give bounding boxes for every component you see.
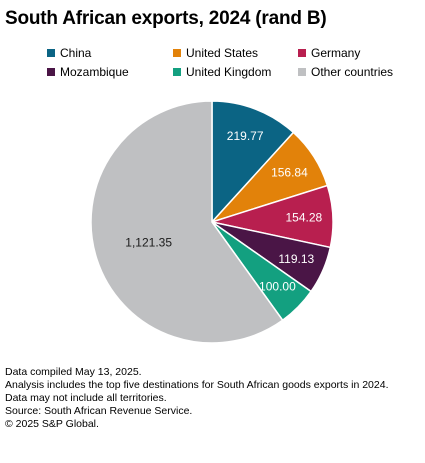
legend-item: Other countries bbox=[298, 65, 393, 79]
legend-item: United States bbox=[173, 46, 258, 60]
slice-value-label: 119.13 bbox=[278, 252, 314, 266]
legend-swatch bbox=[173, 49, 181, 57]
legend: China United States Germany Mozambique Unite… bbox=[0, 0, 425, 90]
note-territories: Data may not include all territories. bbox=[5, 392, 167, 404]
note-source: Source: South African Revenue Service. bbox=[5, 405, 193, 417]
slice-value-label: 1,121.35 bbox=[125, 235, 172, 249]
note-analysis: Analysis includes the top five destinati… bbox=[5, 379, 389, 391]
legend-swatch bbox=[47, 68, 55, 76]
legend-swatch bbox=[47, 49, 55, 57]
legend-item: Mozambique bbox=[47, 65, 129, 79]
pie-slice bbox=[211, 100, 295, 224]
legend-label: United States bbox=[186, 46, 259, 60]
legend-item: Germany bbox=[298, 46, 360, 60]
legend-label: Mozambique bbox=[60, 65, 129, 79]
legend-swatch bbox=[173, 68, 181, 76]
legend-swatch bbox=[298, 68, 306, 76]
footnotes: Data compiled May 13, 2025. Analysis inc… bbox=[5, 366, 415, 431]
slice-value-label: 100.00 bbox=[259, 280, 296, 294]
note-copyright: © 2025 S&P Global. bbox=[5, 418, 99, 430]
pie-slice bbox=[90, 100, 284, 344]
legend-label: Germany bbox=[311, 46, 361, 60]
slice-value-label: 219.77 bbox=[227, 129, 264, 143]
pie-chart: 219.77 156.84 154.28 119.13 100.00 1,121.35 bbox=[90, 100, 334, 344]
slice-value-label: 154.28 bbox=[286, 211, 323, 225]
legend-label: United Kingdom bbox=[186, 65, 272, 79]
legend-swatch bbox=[298, 49, 306, 57]
slice-value-label: 156.84 bbox=[271, 165, 308, 179]
legend-label: Other countries bbox=[311, 65, 394, 79]
chart-title: South African exports, 2024 (rand B) bbox=[5, 8, 327, 29]
legend-item: United Kingdom bbox=[173, 65, 271, 79]
note-compiled: Data compiled May 13, 2025. bbox=[5, 366, 142, 378]
legend-label: China bbox=[60, 46, 92, 60]
legend-item: China bbox=[47, 46, 91, 60]
